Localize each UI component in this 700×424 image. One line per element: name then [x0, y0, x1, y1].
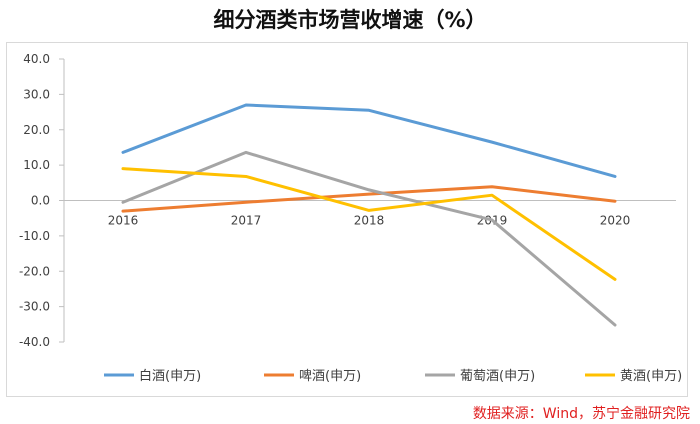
series-line-1 — [121, 103, 617, 178]
series-line-3 — [121, 150, 617, 327]
y-tick-label: -10.0 — [19, 229, 50, 243]
legend-label: 啤酒(申万) — [299, 369, 361, 384]
y-tick-label: 0.0 — [31, 194, 50, 208]
series-line-4 — [121, 167, 617, 281]
legend-label: 白酒(申万) — [139, 368, 201, 384]
y-tick-label: -20.0 — [19, 264, 50, 278]
y-tick-label: -30.0 — [19, 300, 50, 314]
x-tick-label: 2020 — [600, 214, 631, 228]
x-tick-label: 2017 — [231, 214, 262, 228]
x-tick-label: 2018 — [354, 214, 385, 228]
source-note: 数据来源：Wind，苏宁金融研究院 — [472, 406, 690, 422]
x-tick-label: 2016 — [108, 214, 139, 228]
y-tick-label: 30.0 — [23, 87, 50, 101]
legend-label: 葡萄酒(申万) — [460, 369, 535, 384]
legend-label: 黄酒(申万) — [620, 369, 682, 384]
chart-title: 细分酒类市场营收增速（%） — [213, 8, 487, 32]
y-tick-label: 20.0 — [23, 123, 50, 137]
y-tick-label: -40.0 — [19, 335, 50, 349]
y-tick-label: 10.0 — [23, 158, 50, 172]
chart-frame — [6, 42, 688, 397]
series-line-2 — [121, 185, 617, 213]
y-tick-label: 40.0 — [23, 52, 50, 66]
